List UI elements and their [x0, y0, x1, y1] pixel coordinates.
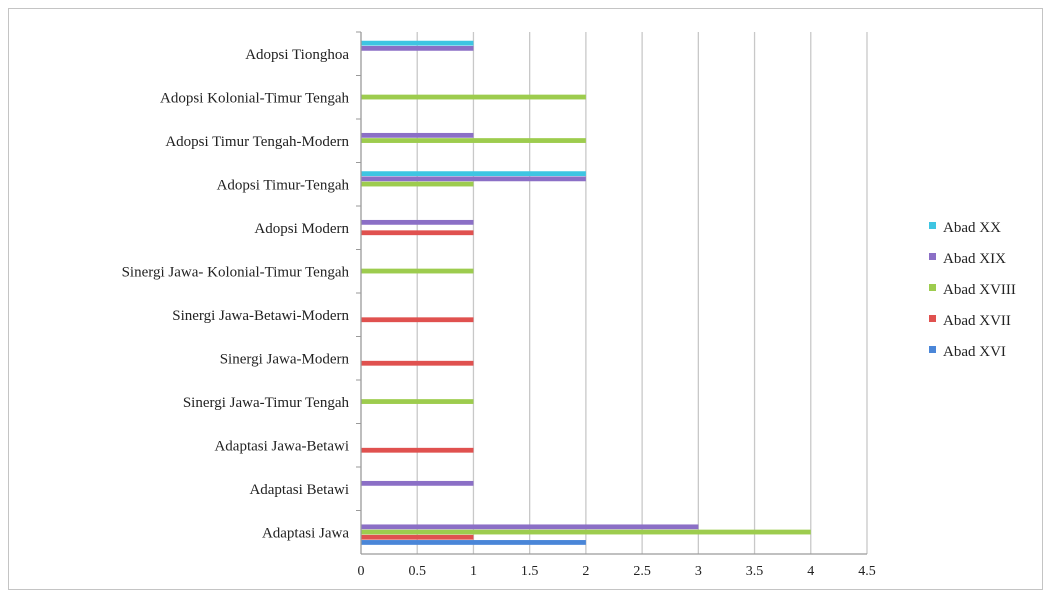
category-labels: Adaptasi Jawa Adaptasi Betawi Adaptasi Jaw… — [122, 47, 350, 542]
bar — [361, 399, 474, 404]
category-label: Adopsi Timur-Tengah — [217, 177, 350, 193]
bar — [361, 524, 699, 530]
category-label: Adopsi Modern — [254, 221, 349, 237]
category-label: Adopsi Tionghoa — [245, 47, 349, 63]
x-tick-label: 3 — [695, 564, 702, 579]
legend-swatch — [929, 284, 936, 291]
bar — [361, 176, 586, 182]
bar — [361, 94, 586, 100]
legend-label: Abad XX — [943, 220, 1001, 236]
bar — [361, 40, 474, 46]
category-label: Adaptasi Jawa-Betawi — [214, 438, 349, 454]
bar — [361, 534, 474, 540]
bar — [361, 529, 811, 535]
legend-swatch — [929, 346, 936, 353]
bar — [361, 317, 474, 323]
category-label: Sinergi Jawa- Kolonial-Timur Tengah — [122, 264, 350, 280]
category-label: Sinergi Jawa-Betawi-Modern — [172, 308, 349, 324]
x-tick-label: 2.5 — [633, 564, 651, 579]
bar — [361, 219, 474, 225]
bar — [361, 45, 474, 51]
legend: Abad XX Abad XIX Abad XVIII Abad XVII Abad X… — [929, 220, 1016, 360]
legend-label: Abad XVII — [943, 313, 1011, 329]
x-tick-label: 1 — [470, 564, 477, 579]
legend-swatch — [929, 315, 936, 322]
axes — [356, 31, 867, 555]
x-tick-label: 4.5 — [858, 564, 876, 579]
legend-label: Abad XVIII — [943, 282, 1016, 298]
category-label: Sinergi Jawa-Modern — [220, 351, 350, 367]
x-tick-label: 1.5 — [521, 564, 539, 579]
legend-swatch — [929, 222, 936, 229]
bar-chart: Adaptasi Jawa Adaptasi Betawi Adaptasi Jaw… — [122, 31, 1016, 579]
bar — [361, 360, 474, 366]
x-tick-label: 0 — [358, 564, 365, 579]
bar — [361, 132, 474, 138]
x-tick-labels: 0 0.5 1 1.5 2 2.5 3 3.5 4 4.5 — [358, 564, 876, 579]
bar — [361, 540, 586, 545]
bar — [361, 230, 474, 236]
category-label: Adopsi Kolonial-Timur Tengah — [160, 90, 349, 106]
bar — [361, 181, 474, 187]
category-label: Adaptasi Betawi — [249, 482, 349, 498]
x-tick-label: 0.5 — [408, 564, 426, 579]
bar — [361, 138, 586, 143]
category-label: Adopsi Timur Tengah-Modern — [165, 134, 349, 150]
gridlines — [416, 32, 868, 554]
category-label: Sinergi Jawa-Timur Tengah — [183, 395, 350, 411]
legend-label: Abad XVI — [943, 344, 1006, 360]
x-tick-label: 3.5 — [746, 564, 764, 579]
x-tick-label: 4 — [807, 564, 814, 579]
bar — [361, 480, 474, 486]
category-label: Adaptasi Jawa — [262, 525, 349, 541]
bars — [361, 40, 811, 545]
x-tick-label: 2 — [582, 564, 589, 579]
legend-swatch — [929, 253, 936, 260]
bar — [361, 171, 586, 177]
chart-frame: Adaptasi Jawa Adaptasi Betawi Adaptasi Jaw… — [8, 8, 1043, 590]
bar — [361, 268, 474, 274]
bar — [361, 447, 474, 453]
legend-label: Abad XIX — [943, 251, 1006, 267]
